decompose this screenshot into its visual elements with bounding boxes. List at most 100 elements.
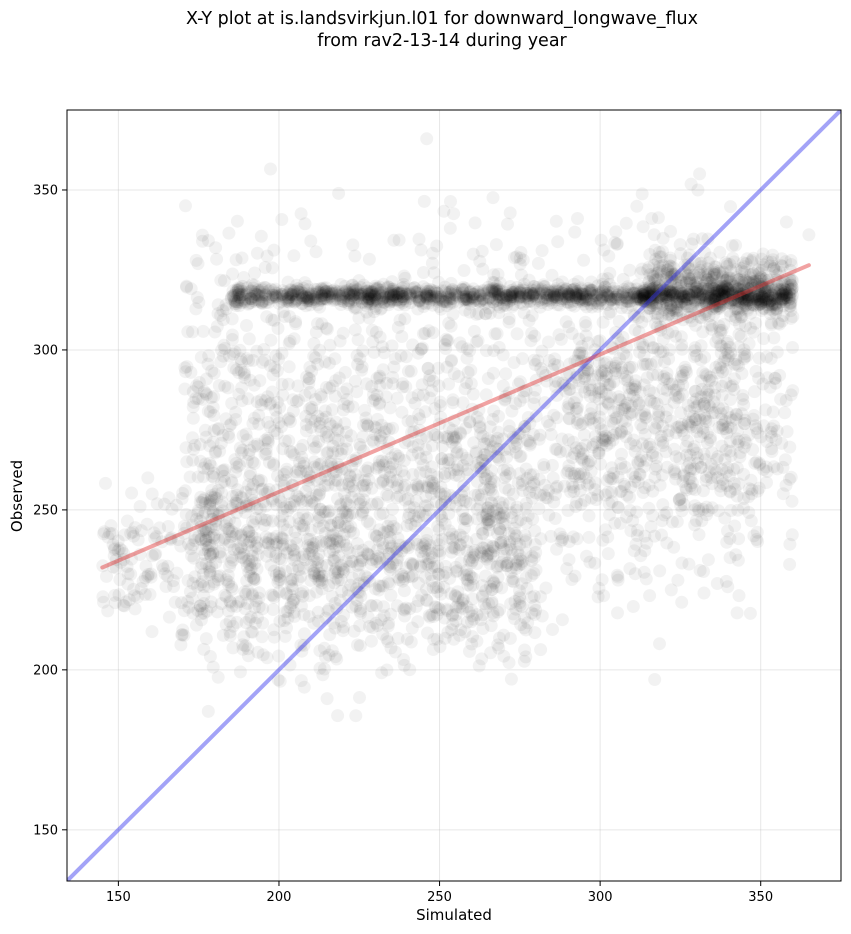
data-point: [99, 476, 112, 490]
data-point: [600, 298, 614, 312]
data-point: [542, 335, 555, 349]
data-point: [516, 286, 530, 300]
data-point: [269, 289, 283, 303]
data-point: [483, 283, 496, 297]
data-point: [623, 295, 637, 309]
data-point: [476, 541, 490, 555]
data-point: [633, 292, 647, 306]
data-point: [636, 287, 649, 301]
data-point: [449, 565, 463, 579]
data-point: [719, 443, 733, 457]
data-point: [591, 299, 605, 313]
data-point: [779, 291, 793, 305]
data-point: [596, 297, 609, 311]
data-point: [290, 292, 304, 306]
data-point: [496, 516, 510, 530]
data-point: [341, 297, 355, 311]
data-point: [434, 290, 448, 304]
data-point: [719, 574, 733, 588]
data-point: [372, 286, 386, 300]
data-point: [229, 299, 243, 312]
data-point: [201, 404, 215, 418]
data-point: [720, 535, 734, 549]
data-point: [688, 483, 702, 497]
data-point: [365, 287, 379, 300]
data-point: [551, 288, 565, 302]
data-point: [291, 393, 305, 407]
data-point: [566, 294, 580, 308]
data-point: [664, 583, 678, 597]
data-point: [421, 543, 435, 557]
data-point: [554, 534, 568, 548]
data-point: [479, 294, 493, 308]
data-point: [767, 460, 781, 474]
data-point: [504, 672, 518, 686]
data-point: [326, 446, 340, 460]
data-point: [396, 296, 409, 310]
data-point: [276, 502, 290, 515]
data-point: [596, 283, 610, 297]
data-point: [553, 298, 567, 312]
data-point: [439, 293, 453, 307]
data-point: [729, 548, 743, 562]
data-point: [229, 456, 243, 470]
data-point: [495, 291, 509, 305]
data-point: [517, 306, 531, 320]
data-point: [388, 645, 402, 659]
data-point: [347, 293, 361, 307]
data-point: [712, 280, 726, 294]
data-point: [754, 280, 768, 293]
data-point: [692, 528, 706, 542]
data-point: [675, 338, 689, 352]
data-point: [651, 311, 665, 325]
data-point: [783, 283, 797, 296]
data-point: [493, 290, 507, 304]
data-point: [322, 285, 336, 299]
data-point: [759, 293, 773, 307]
data-point: [613, 516, 627, 530]
data-point: [623, 263, 637, 277]
data-point: [766, 405, 780, 419]
data-point: [513, 286, 527, 300]
data-point: [459, 290, 473, 304]
data-point: [289, 293, 303, 307]
data-point: [523, 295, 537, 309]
data-point: [608, 290, 622, 304]
data-point: [423, 289, 437, 303]
data-point: [596, 291, 610, 305]
data-point: [233, 665, 247, 679]
data-point: [660, 460, 674, 474]
data-point: [599, 523, 612, 537]
data-point: [276, 532, 290, 546]
data-point: [301, 283, 315, 297]
data-point: [282, 360, 296, 374]
data-point: [776, 487, 790, 501]
data-point: [631, 290, 644, 304]
data-point: [470, 502, 484, 516]
data-point: [372, 583, 386, 597]
data-point: [550, 293, 564, 307]
data-point: [420, 288, 434, 302]
data-point: [623, 291, 637, 305]
data-point: [263, 359, 277, 373]
data-point: [348, 290, 362, 304]
data-point: [732, 282, 745, 296]
data-point: [650, 281, 664, 295]
data-point: [733, 289, 747, 303]
data-point: [425, 283, 439, 297]
data-point: [757, 302, 771, 316]
data-point: [719, 286, 733, 300]
data-point: [317, 291, 331, 305]
data-point: [235, 284, 249, 298]
data-point: [646, 290, 660, 304]
data-point: [675, 424, 689, 438]
data-point: [711, 289, 725, 303]
data-point: [239, 616, 253, 630]
data-point: [642, 384, 656, 398]
data-point: [589, 294, 603, 308]
data-point: [636, 294, 650, 308]
data-point: [270, 291, 284, 305]
data-point: [522, 288, 536, 302]
data-point: [541, 415, 554, 428]
